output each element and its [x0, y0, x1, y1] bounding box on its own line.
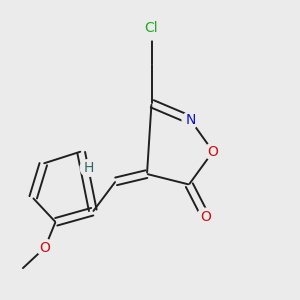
Circle shape [80, 160, 97, 176]
Text: O: O [200, 210, 211, 224]
Text: N: N [185, 113, 196, 127]
Circle shape [182, 112, 199, 128]
Text: Cl: Cl [145, 22, 158, 35]
Circle shape [205, 143, 221, 160]
Text: H: H [83, 161, 94, 175]
Circle shape [197, 208, 214, 225]
Circle shape [140, 17, 163, 40]
Text: O: O [40, 241, 50, 254]
Circle shape [37, 239, 53, 256]
Text: O: O [208, 145, 218, 158]
